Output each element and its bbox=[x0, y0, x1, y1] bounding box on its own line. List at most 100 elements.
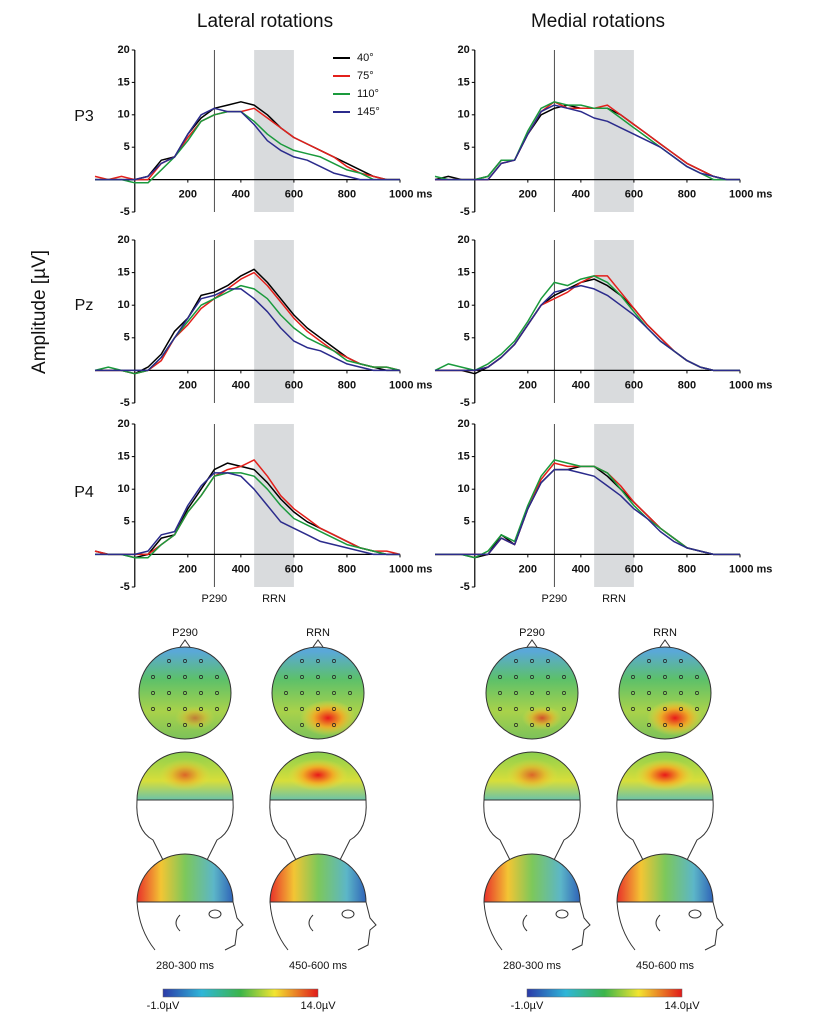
annotation: P290 bbox=[541, 593, 567, 605]
shaded-window bbox=[594, 240, 634, 403]
electrode bbox=[199, 691, 203, 695]
head-outline bbox=[616, 901, 724, 951]
electrode bbox=[151, 707, 155, 711]
head-eye bbox=[208, 909, 222, 919]
hotspot bbox=[288, 759, 348, 791]
annotation: P290 bbox=[201, 593, 227, 605]
x-tick-label: 400 bbox=[572, 379, 590, 391]
electrode bbox=[514, 723, 518, 727]
colorbar-label: 14.0µV bbox=[664, 1000, 700, 1012]
x-tick-label: 1000 ms bbox=[389, 189, 432, 201]
electrode bbox=[215, 675, 219, 679]
topomaps-column bbox=[483, 639, 591, 951]
colorbar-label: 14.0µV bbox=[300, 1000, 336, 1012]
electrode bbox=[316, 659, 320, 663]
y-tick-label: 5 bbox=[464, 332, 470, 344]
electrode bbox=[151, 691, 155, 695]
x-tick-label: 1000 ms bbox=[389, 379, 432, 391]
row-label: P3 bbox=[74, 108, 94, 125]
electrode bbox=[199, 659, 203, 663]
head-eye bbox=[341, 909, 355, 919]
annotation: RRN bbox=[262, 593, 286, 605]
y-tick-label: 20 bbox=[118, 418, 130, 430]
head-outline bbox=[269, 901, 377, 951]
y-tick-label: -5 bbox=[460, 397, 470, 409]
map-time: 450-600 ms bbox=[636, 960, 695, 972]
x-tick-label: 600 bbox=[625, 189, 643, 201]
electrode bbox=[663, 675, 667, 679]
row-label: Pz bbox=[75, 297, 94, 314]
y-tick-label: 5 bbox=[124, 141, 130, 153]
x-tick-label: 400 bbox=[232, 379, 250, 391]
electrode bbox=[679, 675, 683, 679]
electrode bbox=[199, 707, 203, 711]
y-tick-label: 20 bbox=[458, 44, 470, 56]
electrode bbox=[215, 691, 219, 695]
electrode bbox=[647, 707, 651, 711]
electrode bbox=[631, 691, 635, 695]
electrode bbox=[300, 723, 304, 727]
electrode bbox=[631, 707, 635, 711]
electrode bbox=[348, 707, 352, 711]
series-line bbox=[434, 101, 740, 181]
head-outline bbox=[483, 799, 581, 861]
head-side bbox=[136, 853, 234, 903]
electrode bbox=[679, 659, 683, 663]
electrode bbox=[663, 659, 667, 663]
series-line bbox=[435, 462, 740, 556]
legend-label: 40° bbox=[357, 52, 374, 64]
shaded-window bbox=[594, 424, 634, 587]
series-line bbox=[95, 288, 400, 372]
y-tick-label: 20 bbox=[458, 418, 470, 430]
y-tick-label: -5 bbox=[460, 206, 470, 218]
electrode bbox=[647, 723, 651, 727]
x-tick-label: 200 bbox=[519, 563, 537, 575]
series-line bbox=[94, 462, 400, 559]
x-tick-label: 600 bbox=[625, 563, 643, 575]
electrode bbox=[695, 675, 699, 679]
series-line bbox=[435, 104, 740, 181]
electrode bbox=[332, 691, 336, 695]
series-line bbox=[94, 459, 401, 556]
series-line bbox=[434, 275, 740, 372]
x-tick-label: 800 bbox=[338, 189, 356, 201]
x-tick-label: 200 bbox=[519, 189, 537, 201]
y-tick-label: 15 bbox=[458, 451, 470, 463]
electrode bbox=[167, 691, 171, 695]
electrode bbox=[530, 691, 534, 695]
map-component: RRN bbox=[306, 627, 330, 639]
y-tick-label: -5 bbox=[460, 581, 470, 593]
x-tick-label: 800 bbox=[338, 563, 356, 575]
electrode bbox=[167, 707, 171, 711]
y-tick-label: 15 bbox=[118, 76, 130, 88]
annotation: RRN bbox=[602, 593, 626, 605]
map-time: 280-300 ms bbox=[156, 960, 215, 972]
map-time: 450-600 ms bbox=[289, 960, 348, 972]
series-line bbox=[434, 104, 740, 181]
y-tick-label: 15 bbox=[458, 76, 470, 88]
electrode bbox=[647, 659, 651, 663]
map-time: 280-300 ms bbox=[503, 960, 562, 972]
topomaps-column bbox=[136, 639, 244, 951]
electrode bbox=[316, 707, 320, 711]
electrode bbox=[562, 691, 566, 695]
electrode bbox=[167, 659, 171, 663]
electrode bbox=[332, 707, 336, 711]
electrode bbox=[647, 675, 651, 679]
hotspot bbox=[647, 700, 703, 736]
electrode bbox=[199, 675, 203, 679]
y-tick-label: 10 bbox=[118, 109, 130, 121]
y-tick-label: 15 bbox=[458, 267, 470, 279]
electrode bbox=[183, 691, 187, 695]
electrode bbox=[151, 675, 155, 679]
y-tick-label: 10 bbox=[118, 483, 130, 495]
x-tick-label: 800 bbox=[678, 379, 696, 391]
x-tick-label: 1000 ms bbox=[729, 563, 772, 575]
electrode bbox=[562, 707, 566, 711]
column-title: Medial rotations bbox=[531, 11, 665, 32]
electrode bbox=[562, 675, 566, 679]
electrode bbox=[647, 691, 651, 695]
y-tick-label: 5 bbox=[124, 332, 130, 344]
electrode bbox=[284, 691, 288, 695]
electrode bbox=[663, 707, 667, 711]
